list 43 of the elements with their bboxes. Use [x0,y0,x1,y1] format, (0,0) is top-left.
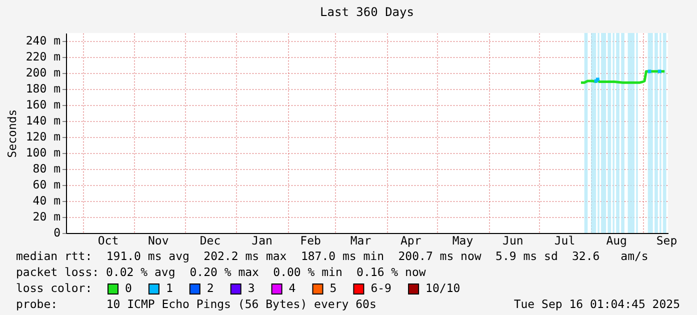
text: median rtt: 191.0 ms avg 202.2 ms max 187.0 ms min 200.7 ms now 5.9 ms sd 32.6 am/s [16,249,648,263]
x-tick-label: Sep [656,234,678,248]
x-tick-label: Mar [350,234,372,248]
chart-title: Last 360 Days [320,5,414,19]
x-tick-label: Jul [554,234,576,248]
x-tick-label: Jun [502,234,524,248]
y-tick-label: 80 m [32,162,61,176]
y-tick-label: 200 m [26,66,61,80]
x-tick-label: Feb [300,234,322,248]
text: Tue Sep 16 01:04:45 2025 [514,297,680,311]
y-tick-label: 0 [54,226,61,240]
legend-title: loss color: [16,281,92,295]
y-tick-label: 120 m [26,130,61,144]
text: packet loss: 0.02 % avg 0.20 % max 0.00 % min 0.16 % now [16,265,426,279]
text: probe: 10 ICMP Echo Pings (56 Bytes) every 60s [16,297,376,311]
legend-label: 6-9 [370,281,392,295]
x-tick-label: Dec [200,234,221,248]
y-axis-title: Seconds [4,109,19,158]
legend-label: 10/10 [426,281,460,295]
point [658,70,662,74]
x-tick-label: Jan [252,234,272,248]
legend-label: 0 [125,281,132,295]
y-tick-label: 240 m [26,34,61,48]
y-tick-label: 180 m [26,82,61,96]
y-tick-label: 60 m [32,178,61,192]
legend-label: 5 [330,281,337,295]
point [648,70,652,74]
x-tick-label: Oct [98,234,119,248]
legend-label: 2 [206,281,214,295]
legend-label: 3 [248,281,255,295]
x-tick-label: May [452,234,474,248]
x-tick-label: Aug [606,234,627,248]
y-tick-label: 40 m [32,194,61,208]
legend-label: 1 [166,281,173,295]
x-tick-label: Nov [148,234,169,248]
y-tick-label: 220 m [26,50,61,64]
x-tick-label: Apr [400,234,422,248]
y-tick-label: 140 m [26,114,61,128]
y-tick-label: 160 m [26,98,61,112]
line-series [580,70,666,84]
y-tick-label: 20 m [32,210,61,224]
legend-label: 4 [288,281,296,295]
y-tick-label: 100 m [26,146,61,160]
